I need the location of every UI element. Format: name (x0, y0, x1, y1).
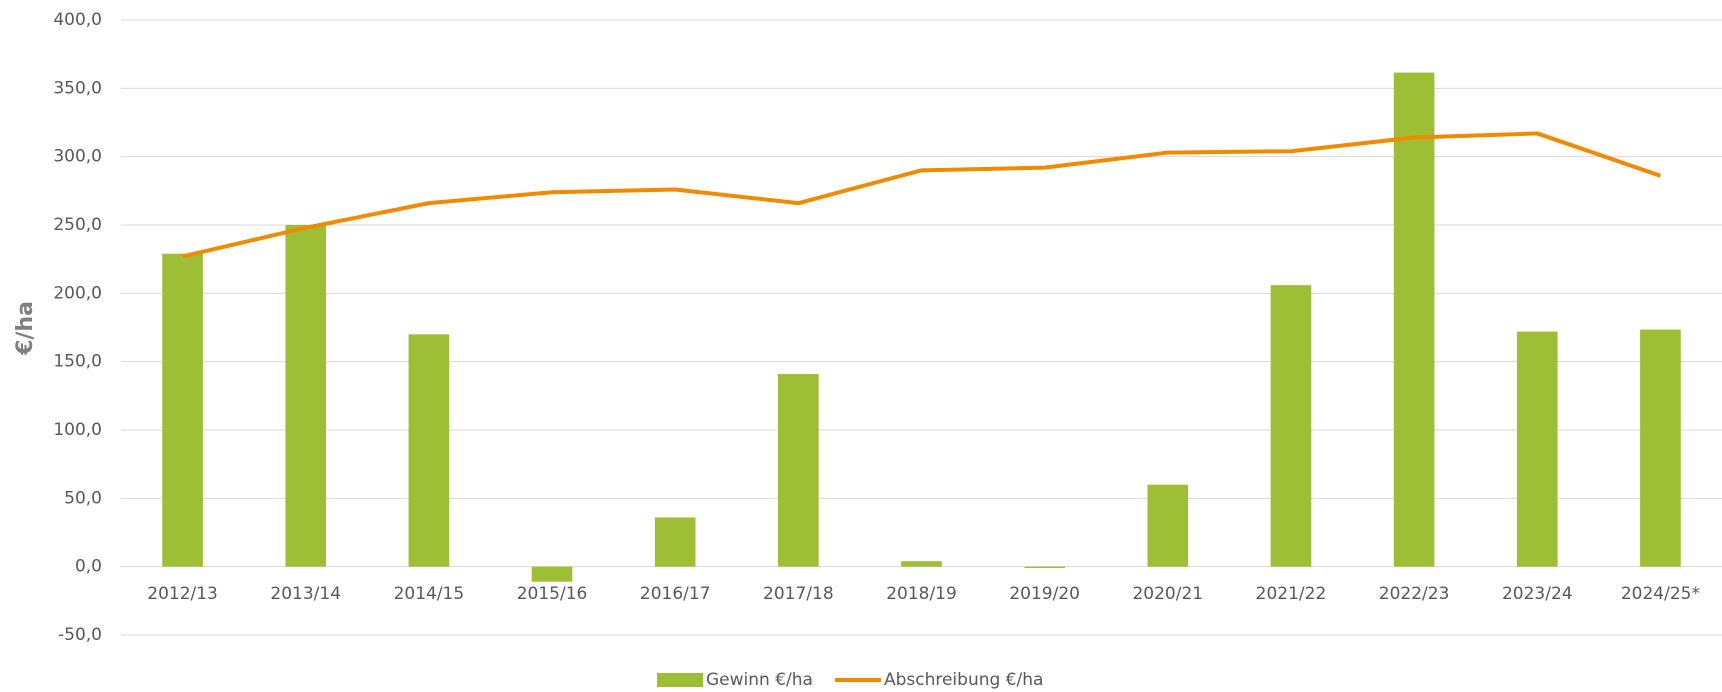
bar (408, 334, 450, 567)
bar (162, 253, 203, 567)
bar (901, 561, 942, 567)
bar (285, 225, 327, 567)
y-tick-label: 150,0 (53, 352, 102, 372)
y-tick-label: 200,0 (53, 283, 102, 303)
y-axis-title: €/ha (13, 301, 38, 356)
legend-label: Abschreibung €/ha (884, 670, 1043, 690)
x-tick-label: 2024/25* (1621, 584, 1700, 604)
line (182, 131, 1662, 259)
legend-label: Gewinn €/ha (706, 670, 813, 690)
y-tick-label: -50,0 (58, 625, 102, 645)
bar (1516, 331, 1558, 567)
y-tick-label: 400,0 (53, 10, 102, 30)
x-tick-label: 2015/16 (517, 584, 588, 604)
bar (654, 517, 696, 567)
x-tick-label: 2019/20 (1009, 584, 1080, 604)
x-tick-label: 2016/17 (640, 584, 711, 604)
y-tick-label: 350,0 (53, 78, 102, 98)
y-tick-label: 250,0 (53, 215, 102, 235)
x-tick-label: 2017/18 (763, 584, 834, 604)
bar (531, 566, 573, 582)
bar (1270, 285, 1312, 567)
x-tick-label: 2013/14 (270, 584, 341, 604)
y-tick-label: 50,0 (64, 488, 102, 508)
x-tick-label: 2022/23 (1379, 584, 1450, 604)
y-tick-label: 300,0 (53, 147, 102, 167)
bar (778, 373, 819, 567)
bar (1147, 484, 1189, 567)
bar (1024, 566, 1065, 569)
y-tick-label: 0,0 (75, 557, 102, 577)
x-tick-label: 2014/15 (394, 584, 465, 604)
legend-swatch (657, 673, 703, 687)
x-tick-label: 2012/13 (147, 584, 218, 604)
x-tick-label: 2020/21 (1132, 584, 1203, 604)
bar (1393, 72, 1435, 567)
x-tick-label: 2023/24 (1502, 584, 1573, 604)
x-tick-label: 2021/22 (1256, 584, 1327, 604)
x-tick-label: 2018/19 (886, 584, 957, 604)
bar (1640, 329, 1681, 567)
y-tick-label: 100,0 (53, 420, 102, 440)
